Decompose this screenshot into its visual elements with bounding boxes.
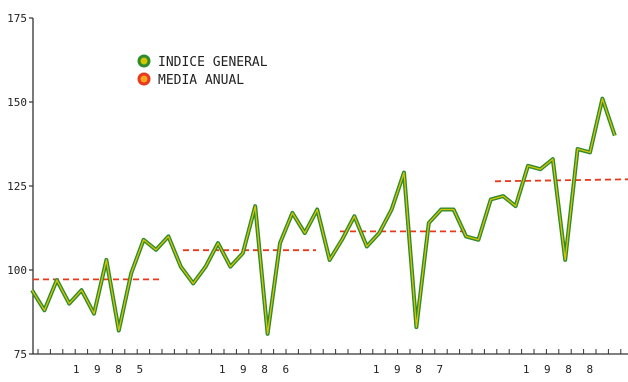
indice-general-line-core (31, 97, 616, 335)
annual-mean-line (494, 178, 628, 183)
legend-label-media-anual: MEDIA ANUAL (158, 73, 244, 88)
annual-mean-lines (33, 178, 628, 281)
y-tick-label: 175 (7, 12, 27, 25)
y-tick-label: 125 (7, 180, 27, 193)
indice-general-line-outline (30, 96, 617, 336)
legend: INDICE GENERAL MEDIA ANUAL (137, 54, 268, 88)
legend-marker-media-anual (137, 72, 151, 86)
year-label: 1 9 8 5 (73, 363, 147, 376)
indice-general-series (30, 96, 617, 336)
y-tick-label: 150 (7, 96, 27, 109)
y-tick-label: 100 (7, 264, 27, 277)
legend-label-indice-general: INDICE GENERAL (158, 55, 268, 70)
year-label: 1 9 8 7 (373, 363, 447, 376)
year-label: 1 9 8 8 (523, 363, 597, 376)
year-label: 1 9 8 6 (219, 363, 293, 376)
legend-marker-indice-general (137, 54, 151, 68)
y-tick-label: 75 (14, 348, 27, 361)
axes: 75 100 125 150 175 1 9 8 5 1 9 8 6 1 9 8 7 1 9 8… (7, 12, 628, 376)
